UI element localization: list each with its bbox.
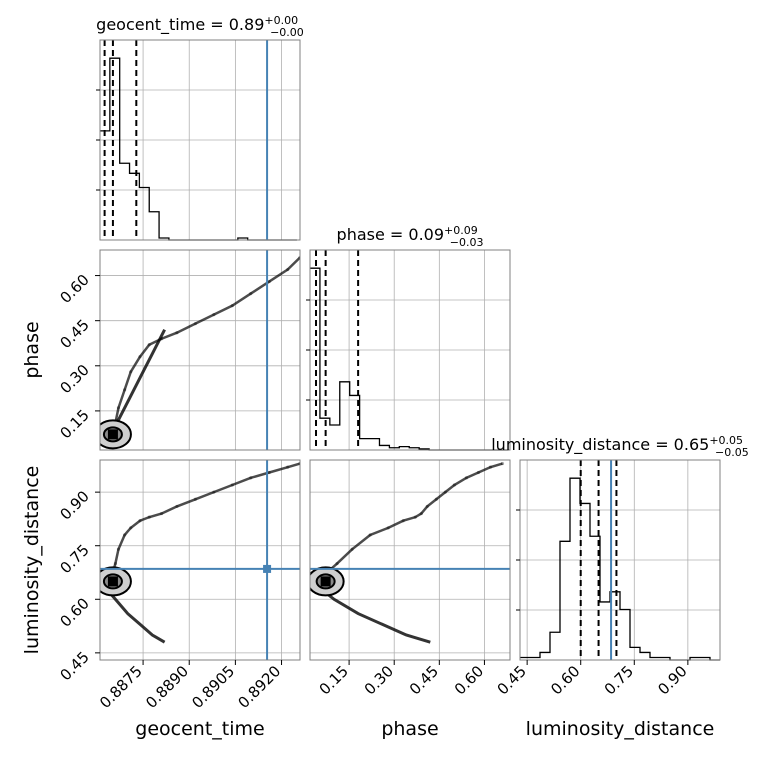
2d-luminosity_distance-vs-phase-lower-trace (315, 583, 431, 644)
yaxis-label-phase: phase (21, 321, 43, 378)
2d-luminosity_distance-vs-geocent_time-truth-marker (263, 564, 272, 573)
2d-phase-vs-geocent_time-content (100, 250, 300, 450)
xtick-label-phase-1: 0.30 (361, 662, 397, 698)
xtick-label-geocent_time-2: 0.8905 (188, 662, 238, 712)
panel-title-phase-minus: −0.03 (450, 236, 484, 249)
xtick-label-luminosity_distance-2: 0.75 (601, 662, 637, 698)
xtick-label-luminosity_distance-0: 0.45 (494, 662, 530, 698)
ytick-label-luminosity_distance-0: 0.45 (56, 648, 92, 684)
xaxis-label-luminosity_distance: luminosity_distance (526, 718, 715, 740)
2d-phase-vs-geocent_time-density-peak (107, 429, 118, 440)
panel-title-geocent_time: geocent_time = 0.89+0.00 −0.00 (96, 14, 304, 39)
xtick-label-luminosity_distance-1: 0.60 (547, 662, 583, 698)
2d-luminosity_distance-vs-geocent_time-panel (99, 459, 301, 661)
xaxis-label-geocent_time: geocent_time (135, 718, 264, 740)
ytick-label-luminosity_distance-3: 0.90 (56, 487, 92, 523)
2d-luminosity_distance-vs-phase-frame (309, 459, 511, 661)
2d-luminosity_distance-vs-phase-trace (324, 462, 503, 576)
panel-title-geocent_time-minus: −0.00 (270, 26, 304, 39)
2d-phase-vs-geocent_time-panel (99, 249, 301, 451)
2d-luminosity_distance-vs-phase-content (310, 461, 510, 644)
hist-step-luminosity_distance (520, 477, 720, 661)
xtick-label-phase-3: 0.60 (451, 662, 487, 698)
2d-luminosity_distance-vs-geocent_time-density-peak (107, 576, 118, 587)
panel-title-luminosity_distance-minus: −0.05 (715, 446, 749, 459)
panel-title-geocent_time-plus: +0.00 (264, 14, 298, 27)
xtick-label-geocent_time-0: 0.8875 (96, 662, 146, 712)
hist-panel-luminosity_distance (516, 459, 721, 661)
ytick-label-luminosity_distance-1: 0.60 (56, 594, 92, 630)
ytick-label-luminosity_distance-2: 0.75 (56, 541, 92, 577)
hist-panel-geocent_time (96, 39, 301, 241)
xtick-label-geocent_time-3: 0.8920 (235, 662, 285, 712)
xtick-label-geocent_time-1: 0.8890 (142, 662, 192, 712)
xtick-label-phase-0: 0.15 (316, 662, 352, 698)
panel-title-phase: phase = 0.09+0.09 −0.03 (337, 224, 484, 249)
2d-luminosity_distance-vs-geocent_time-trace (111, 462, 300, 575)
ytick-label-phase-3: 0.60 (56, 271, 92, 307)
panel-title-geocent_time-main: geocent_time = 0.89 (96, 15, 264, 35)
panel-title-luminosity_distance: luminosity_distance = 0.65+0.05 −0.05 (491, 434, 749, 459)
2d-luminosity_distance-vs-geocent_time-lower-trace (101, 584, 166, 644)
xtick-label-phase-2: 0.45 (406, 662, 442, 698)
hist-step-phase (310, 267, 509, 451)
xaxis-label-phase: phase (381, 718, 438, 740)
2d-luminosity_distance-vs-phase-density-peak (320, 576, 331, 587)
2d-phase-vs-geocent_time-trace (111, 256, 300, 436)
2d-luminosity_distance-vs-geocent_time-content (100, 460, 300, 660)
hist-panel-phase (306, 249, 511, 451)
ytick-label-phase-2: 0.45 (56, 316, 92, 352)
yaxis-label-luminosity_distance: luminosity_distance (21, 466, 43, 655)
ytick-label-phase-0: 0.15 (56, 406, 92, 442)
panel-title-luminosity_distance-main: luminosity_distance = 0.65 (491, 435, 709, 455)
panel-title-luminosity_distance-plus: +0.05 (709, 434, 743, 447)
2d-luminosity_distance-vs-phase-panel (309, 459, 511, 661)
xtick-label-luminosity_distance-3: 0.90 (654, 662, 690, 698)
2d-luminosity_distance-vs-geocent_time-frame (99, 459, 301, 661)
panel-title-phase-main: phase = 0.09 (337, 225, 444, 244)
panel-title-phase-plus: +0.09 (444, 224, 478, 237)
ytick-label-phase-1: 0.30 (56, 361, 92, 397)
2d-phase-vs-geocent_time-frame (99, 249, 301, 451)
